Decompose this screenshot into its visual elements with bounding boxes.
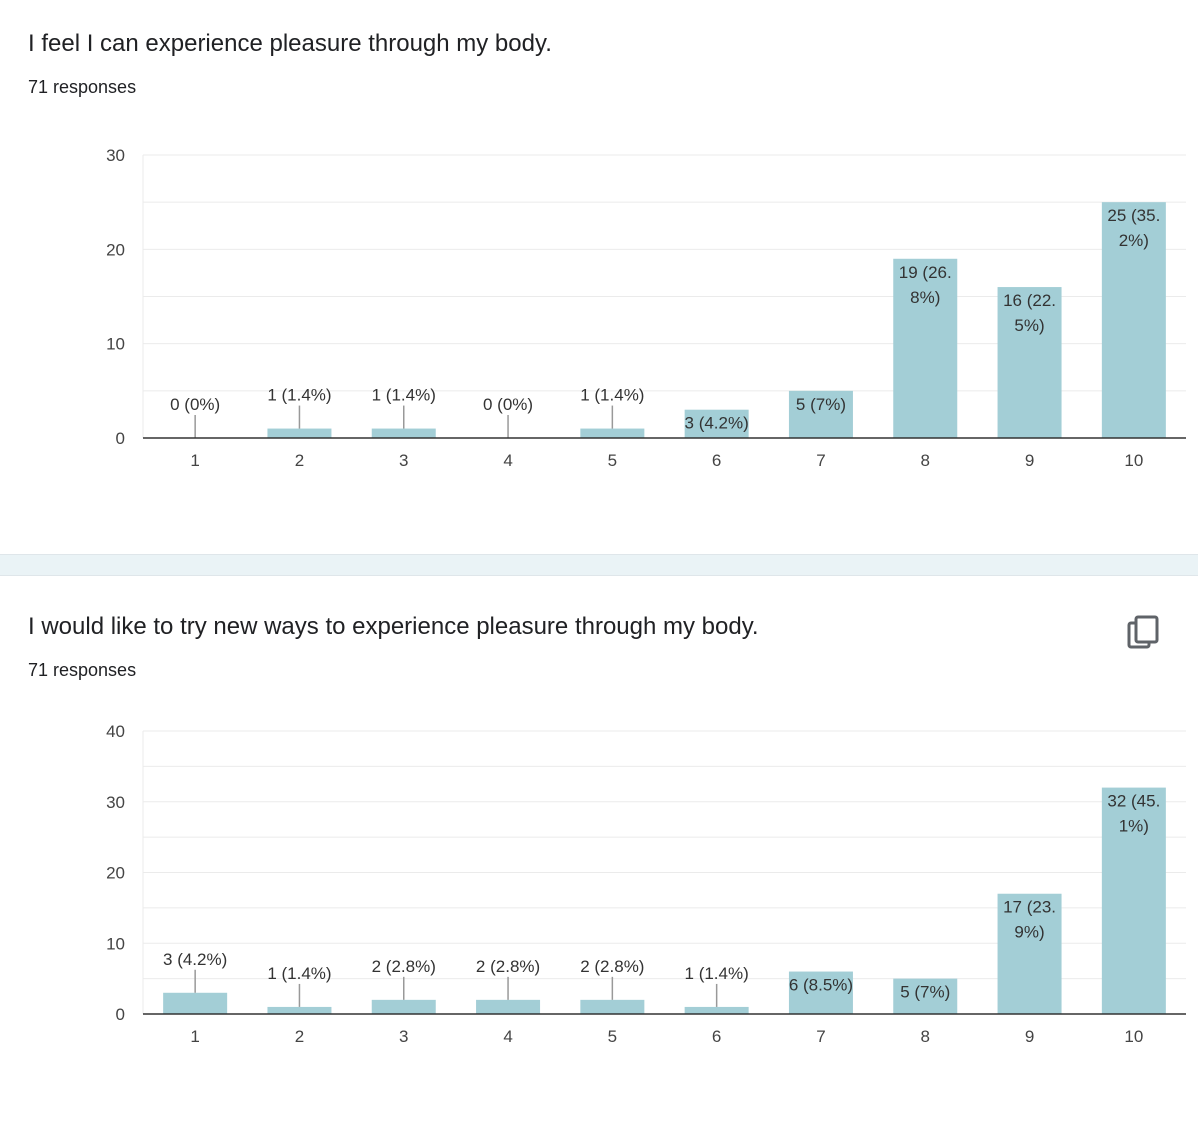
copy-icon[interactable] [1126,614,1162,652]
bar [893,978,958,1014]
response-count: 71 responses [28,660,137,680]
data-label: 3 (4.2%) [163,950,227,969]
x-tick-label: 8 [921,1027,930,1046]
data-label: 1 (1.4%) [372,386,436,405]
x-tick-label: 5 [608,451,617,470]
bar [788,971,853,1014]
bar [684,409,749,438]
question-card-2: I would like to try new ways to experien… [0,576,1198,1130]
x-tick-label: 9 [1025,1027,1034,1046]
y-tick-label: 20 [106,864,125,883]
bar [476,999,541,1014]
bar [580,999,645,1014]
x-tick-label: 2 [295,1027,304,1046]
y-tick-label: 0 [116,429,125,448]
y-tick-label: 30 [106,146,125,165]
bar [267,1006,332,1014]
x-tick-label: 3 [399,451,408,470]
x-tick-label: 4 [503,451,512,470]
question-title: I would like to try new ways to experien… [28,613,759,640]
data-label: 32 (45. 1%) [1107,792,1160,836]
data-label: 16 (22. 5%) [1003,291,1056,335]
y-tick-label: 20 [106,240,125,259]
data-label: 6 (8.5%) [789,976,853,995]
data-label: 0 (0%) [170,395,220,414]
x-tick-label: 10 [1124,1027,1143,1046]
data-label: 25 (35. 2%) [1107,206,1160,250]
x-tick-label: 10 [1124,451,1143,470]
data-label: 5 (7%) [900,983,950,1002]
bar [1101,202,1166,438]
x-tick-label: 9 [1025,451,1034,470]
data-label: 3 (4.2%) [685,414,749,433]
x-tick-label: 4 [503,1027,512,1046]
card-separator [0,554,1198,576]
data-label: 17 (23. 9%) [1003,898,1056,942]
bar [788,390,853,438]
x-tick-label: 1 [190,451,199,470]
bar [371,428,436,438]
data-label: 1 (1.4%) [685,964,749,983]
data-label: 1 (1.4%) [267,386,331,405]
bar [580,428,645,438]
bar-chart: 0 10 20 30 1 0 (0%) 2 1 (1.4%) 3 1 (1.4%) 4 0 (0%) 5… [106,146,1186,470]
data-label: 1 (1.4%) [267,964,331,983]
data-label: 5 (7%) [796,395,846,414]
bar-chart: 0 10 20 30 40 1 3 (4.2%) 2 1 (1.4%) 3 2 (2.8%) 4 2 (… [106,722,1186,1046]
question-title: I feel I can experience pleasure through… [28,30,552,57]
bar [163,992,228,1014]
x-tick-label: 1 [190,1027,199,1046]
data-label: 2 (2.8%) [476,957,540,976]
data-label: 0 (0%) [483,395,533,414]
bar [893,258,958,438]
y-tick-label: 0 [116,1005,125,1024]
x-tick-label: 6 [712,1027,721,1046]
y-tick-label: 10 [106,335,125,354]
bar [1101,787,1166,1014]
y-tick-label: 40 [106,722,125,741]
bar [371,999,436,1014]
x-tick-label: 7 [816,1027,825,1046]
x-tick-label: 7 [816,451,825,470]
bar [267,428,332,438]
data-label: 2 (2.8%) [580,957,644,976]
data-label: 1 (1.4%) [580,386,644,405]
bar [997,287,1062,438]
data-label: 19 (26. 8%) [899,263,952,307]
bar [997,893,1062,1014]
x-tick-label: 3 [399,1027,408,1046]
x-tick-label: 6 [712,451,721,470]
question-card-1: I feel I can experience pleasure through… [0,0,1198,554]
y-tick-label: 10 [106,934,125,953]
y-tick-label: 30 [106,793,125,812]
response-count: 71 responses [28,77,137,97]
x-tick-label: 8 [921,451,930,470]
data-label: 2 (2.8%) [372,957,436,976]
x-tick-label: 2 [295,451,304,470]
x-tick-label: 5 [608,1027,617,1046]
bar [684,1006,749,1014]
